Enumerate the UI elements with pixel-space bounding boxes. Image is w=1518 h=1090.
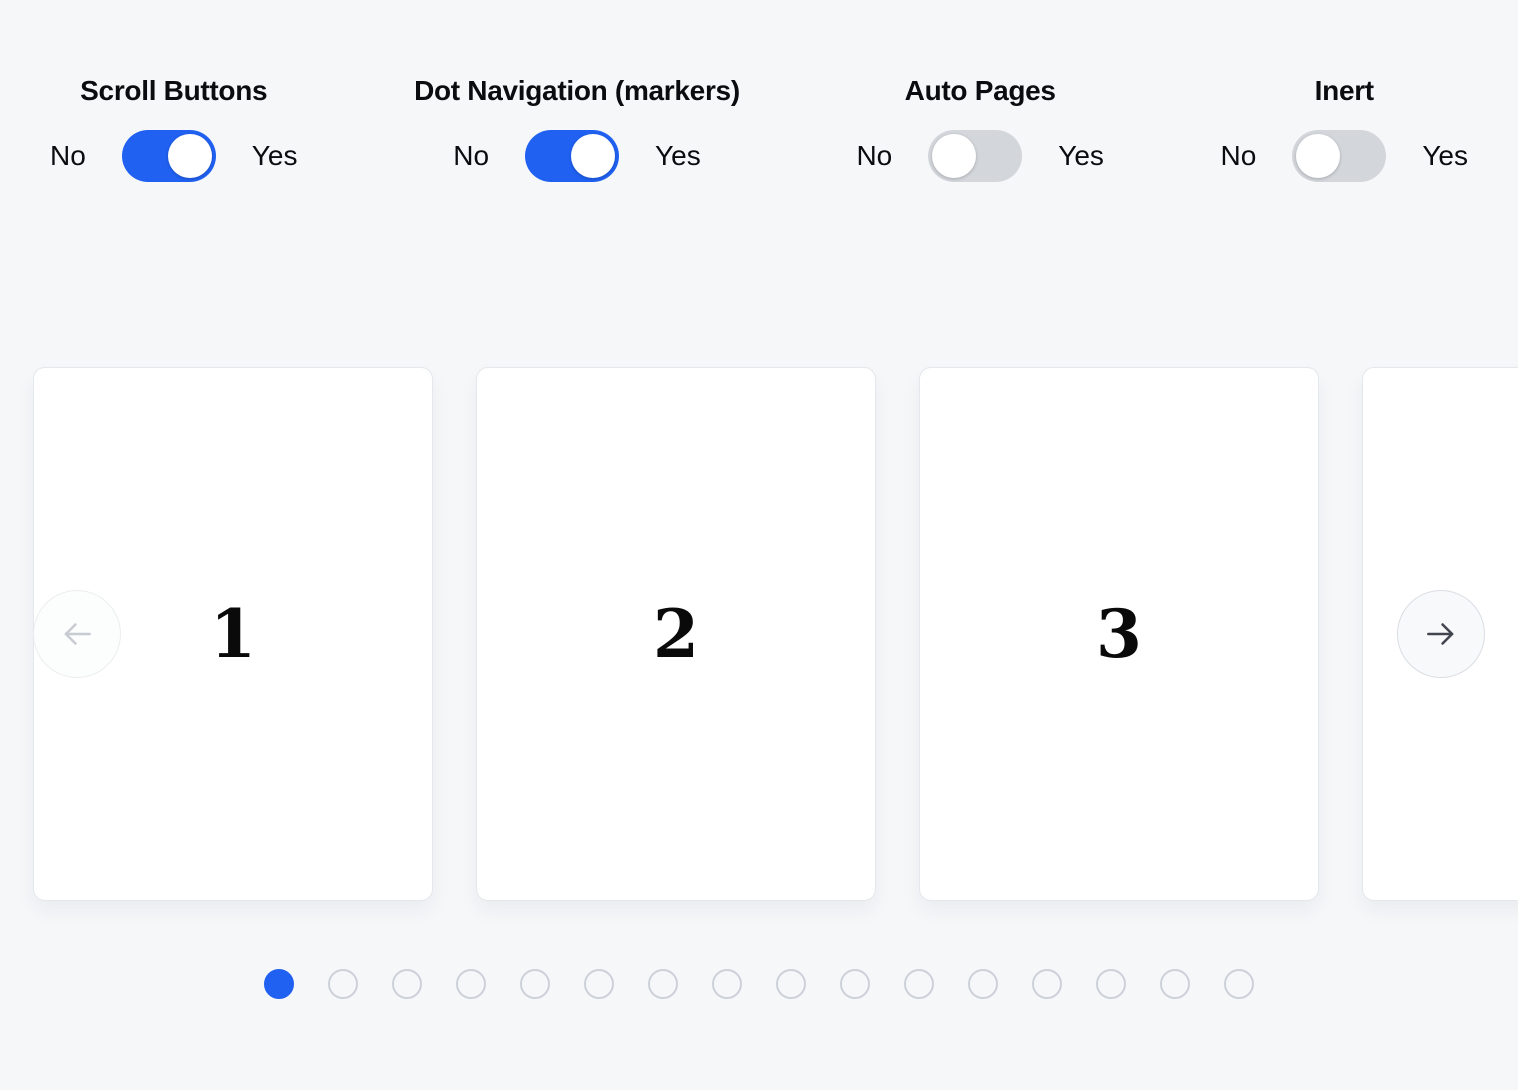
dot-page-10[interactable]: [840, 969, 870, 999]
dot-page-11[interactable]: [904, 969, 934, 999]
toggle-knob: [932, 134, 977, 178]
slide-number: 2: [653, 595, 699, 673]
dot-page-15[interactable]: [1160, 969, 1190, 999]
control-title: Scroll Buttons: [80, 75, 268, 106]
dot-page-2[interactable]: [328, 969, 358, 999]
dot-navigation-toggle[interactable]: [525, 130, 620, 182]
carousel: 1 2 3: [0, 367, 1518, 901]
control-group-scroll-buttons: Scroll Buttons No Yes: [50, 74, 297, 182]
control-row: No Yes: [1221, 130, 1468, 182]
control-group-inert: Inert No Yes: [1221, 74, 1468, 182]
toggle-yes-label: Yes: [1058, 140, 1104, 171]
toggle-knob: [571, 134, 616, 178]
next-page-button[interactable]: [1397, 590, 1485, 678]
dot-page-5[interactable]: [520, 969, 550, 999]
control-group-auto-pages: Auto Pages No Yes: [856, 74, 1104, 182]
toggle-no-label: No: [1220, 140, 1257, 171]
control-row: No Yes: [856, 130, 1104, 182]
dot-page-8[interactable]: [712, 969, 742, 999]
dot-page-12[interactable]: [968, 969, 998, 999]
dot-page-1[interactable]: [264, 969, 294, 999]
carousel-slide: 3: [919, 367, 1319, 901]
control-row: No Yes: [50, 130, 297, 182]
control-row: No Yes: [453, 130, 701, 182]
toggle-yes-label: Yes: [1422, 140, 1468, 171]
dot-page-3[interactable]: [392, 969, 422, 999]
dot-page-7[interactable]: [648, 969, 678, 999]
dot-page-6[interactable]: [584, 969, 614, 999]
arrow-left-icon: [58, 615, 96, 653]
previous-page-button[interactable]: [33, 590, 121, 678]
control-title: Inert: [1314, 75, 1374, 106]
dot-page-13[interactable]: [1032, 969, 1062, 999]
slide-number: 3: [1096, 595, 1142, 673]
arrow-right-icon: [1422, 615, 1460, 653]
control-title: Dot Navigation (markers): [414, 75, 740, 106]
dot-page-4[interactable]: [456, 969, 486, 999]
toggle-yes-label: Yes: [655, 140, 701, 171]
controls-bar: Scroll Buttons No Yes Dot Navigation (ma…: [0, 0, 1518, 182]
dot-page-14[interactable]: [1096, 969, 1126, 999]
toggle-no-label: No: [856, 140, 893, 171]
toggle-yes-label: Yes: [251, 140, 298, 171]
control-group-dot-navigation: Dot Navigation (markers) No Yes: [414, 74, 740, 182]
control-title: Auto Pages: [904, 75, 1056, 106]
auto-pages-toggle[interactable]: [928, 130, 1023, 182]
scroll-buttons-toggle[interactable]: [121, 130, 216, 182]
inert-toggle[interactable]: [1292, 130, 1387, 182]
toggle-knob: [167, 134, 212, 178]
toggle-no-label: No: [453, 140, 490, 171]
carousel-slide: 2: [476, 367, 876, 901]
dot-navigation: [0, 969, 1518, 999]
slide-number: 1: [210, 595, 256, 673]
toggle-knob: [1296, 134, 1341, 178]
toggle-no-label: No: [50, 140, 86, 171]
carousel-scroller[interactable]: 1 2 3: [0, 367, 1518, 901]
dot-page-9[interactable]: [776, 969, 806, 999]
dot-page-16[interactable]: [1224, 969, 1254, 999]
